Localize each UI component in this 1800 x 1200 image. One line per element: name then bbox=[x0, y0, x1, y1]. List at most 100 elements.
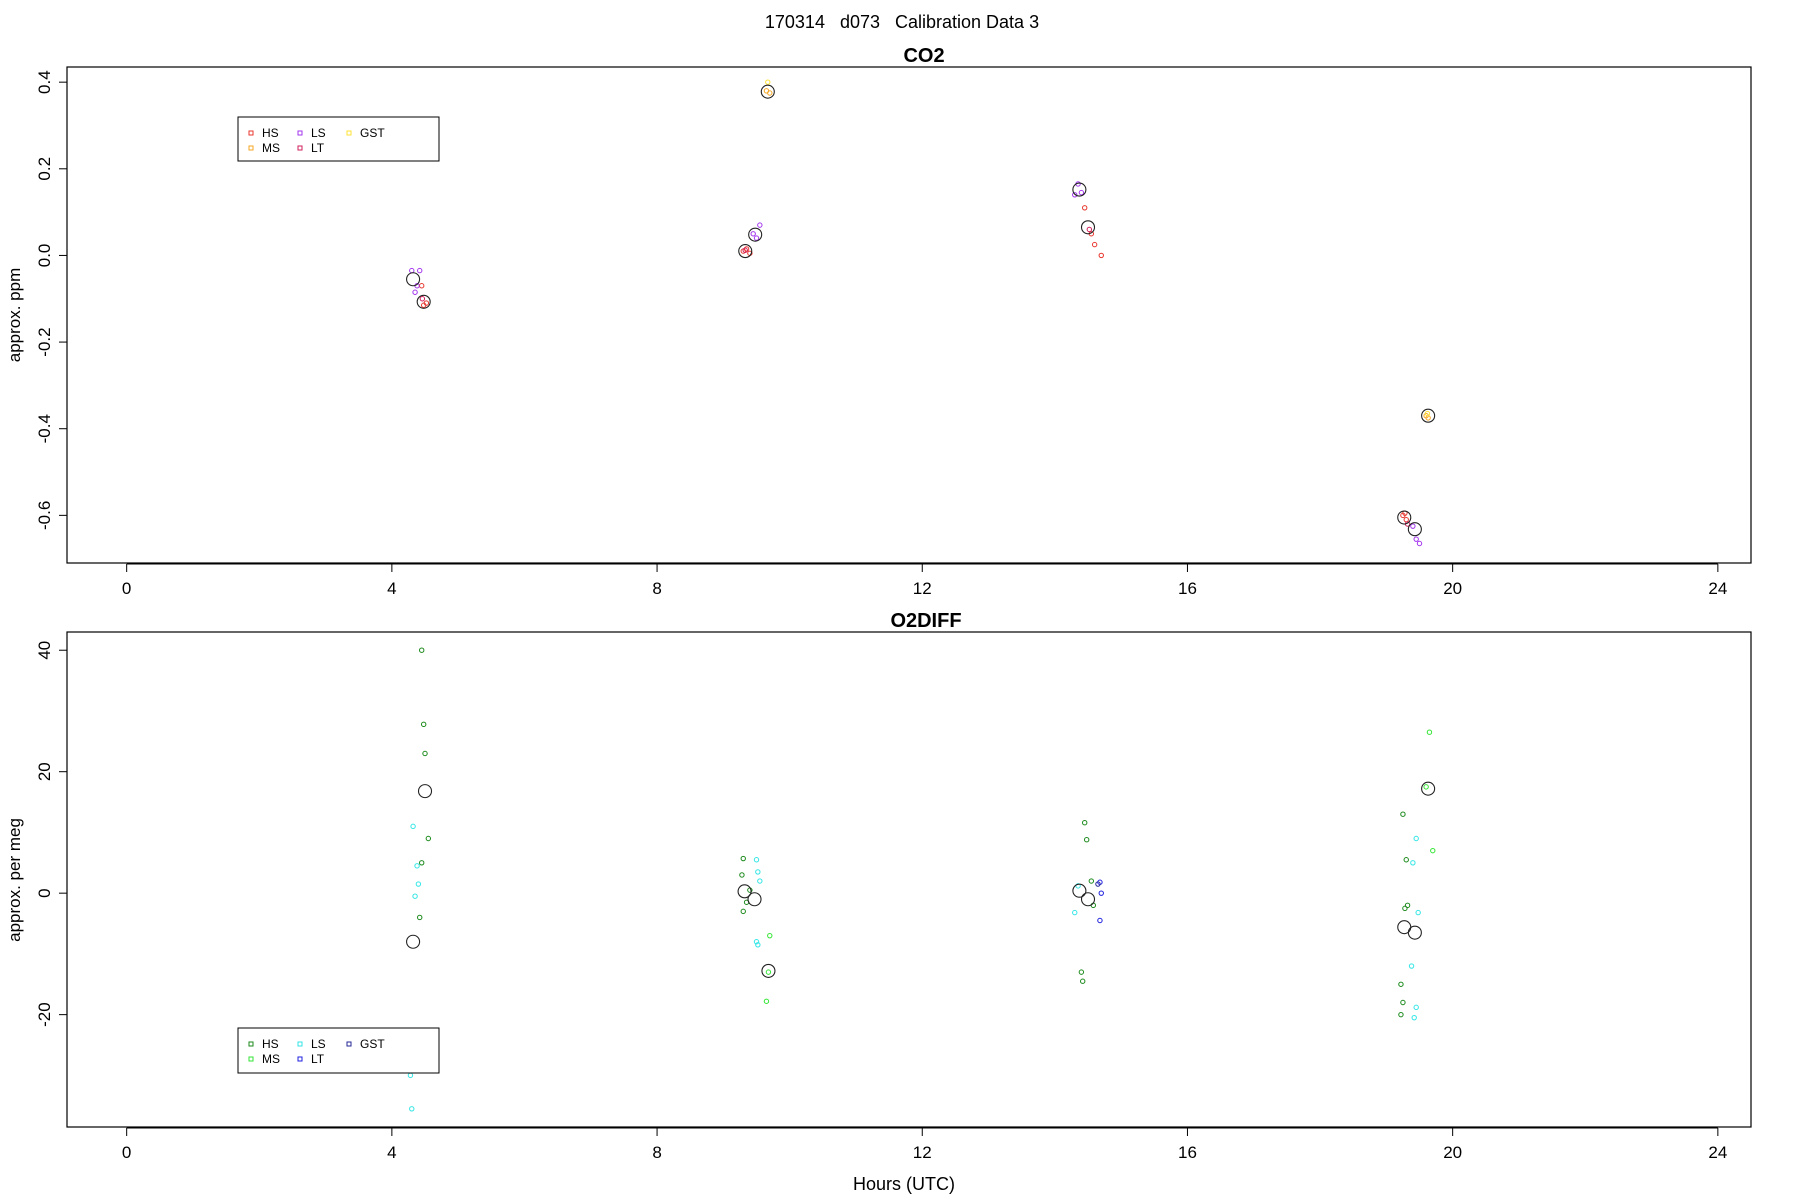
co2-x-tick-label: 8 bbox=[652, 579, 661, 598]
o2diff-x-tick-label: 12 bbox=[913, 1143, 932, 1162]
co2-plot-frame bbox=[66, 66, 1752, 564]
o2diff-point-lt bbox=[1097, 917, 1103, 924]
o2diff-x-tick-label: 20 bbox=[1443, 1143, 1462, 1162]
co2-mean-marker bbox=[1072, 182, 1087, 197]
co2-legend-swatch-lt bbox=[297, 145, 303, 151]
co2-x-tick-label: 12 bbox=[913, 579, 932, 598]
o2diff-point-ls bbox=[755, 869, 761, 875]
o2diff-mean-marker bbox=[1072, 883, 1087, 898]
o2diff-mean-marker bbox=[406, 934, 421, 949]
o2diff-y-tick-label: 20 bbox=[35, 762, 54, 781]
o2diff-point-ls bbox=[414, 863, 420, 869]
o2diff-x-tick-label: 16 bbox=[1178, 1143, 1197, 1162]
o2diff-point-ls bbox=[1410, 860, 1416, 866]
o2diff-point-hs bbox=[1398, 981, 1404, 987]
o2diff-point-hs bbox=[1083, 837, 1090, 843]
o2diff-legend-label-lt: LT bbox=[311, 1052, 325, 1066]
co2-legend-label-ls: LS bbox=[311, 126, 326, 140]
o2diff-point-hs bbox=[1400, 811, 1406, 817]
o2diff-legend-box bbox=[237, 1027, 440, 1074]
co2-mean-marker bbox=[1421, 408, 1436, 423]
co2-legend-label-gst: GST bbox=[360, 126, 385, 140]
o2diff-points bbox=[406, 647, 1436, 1112]
co2-legend-label-lt: LT bbox=[311, 141, 325, 155]
o2diff-point-hs bbox=[417, 914, 423, 921]
co2-point-ms bbox=[767, 90, 773, 96]
o2diff-point-ms bbox=[767, 932, 773, 939]
co2-x-tick-label: 4 bbox=[387, 579, 396, 598]
co2-point-hs bbox=[419, 283, 425, 289]
co2-point-hs bbox=[1091, 241, 1098, 248]
co2-point-gst bbox=[1424, 410, 1431, 417]
o2diff-point-ls bbox=[410, 823, 416, 830]
co2-point-ls bbox=[417, 267, 423, 274]
co2-x-tick-label: 24 bbox=[1708, 579, 1727, 598]
o2diff-point-ls bbox=[755, 942, 761, 948]
o2diff-point-hs bbox=[1081, 820, 1088, 826]
co2-mean-marker bbox=[1397, 510, 1412, 525]
o2diff-x-tick-label: 8 bbox=[652, 1143, 661, 1162]
co2-point-ls bbox=[757, 222, 763, 228]
co2-legend: HS MS LS LT GST bbox=[237, 116, 440, 162]
co2-y-tick-label: 0.0 bbox=[35, 244, 54, 268]
co2-legend-box bbox=[237, 116, 440, 162]
o2diff-point-hs bbox=[1398, 1011, 1404, 1018]
o2diff-legend-label-gst: GST bbox=[360, 1037, 385, 1051]
co2-legend-swatch-hs bbox=[248, 130, 254, 136]
o2diff-point-hs bbox=[1080, 978, 1086, 984]
o2diff-point-hs bbox=[420, 721, 427, 728]
o2diff-x-tick-label: 4 bbox=[387, 1143, 396, 1162]
o2diff-legend-swatch-lt bbox=[297, 1056, 303, 1062]
co2-y-tick-label: -0.2 bbox=[35, 327, 54, 356]
o2diff-point-hs bbox=[419, 860, 425, 866]
o2diff-x-tick-label: 24 bbox=[1708, 1143, 1727, 1162]
co2-mean-marker bbox=[738, 244, 753, 259]
co2-mean-marker bbox=[1080, 220, 1096, 235]
o2diff-point-gst bbox=[1095, 881, 1101, 887]
co2-point-ls bbox=[1413, 536, 1419, 542]
o2diff-x-tick-label: 0 bbox=[122, 1143, 131, 1162]
co2-y-tick-label: -0.6 bbox=[35, 501, 54, 530]
co2-legend-swatch-ls bbox=[297, 130, 303, 136]
o2diff-point-ms bbox=[1423, 784, 1429, 790]
o2diff-axes: 0 4 8 12 16 20 24 -20 0 20 40 bbox=[35, 641, 1727, 1162]
o2diff-point-ls bbox=[1072, 909, 1078, 916]
co2-mean-marker bbox=[406, 272, 421, 287]
o2diff-plot-frame bbox=[66, 631, 1752, 1128]
o2diff-y-tick-label: -20 bbox=[35, 1002, 54, 1027]
figure-suptitle: 170314 d073 Calibration Data 3 bbox=[765, 12, 1039, 32]
o2diff-point-hs bbox=[1403, 857, 1409, 863]
o2diff-point-lt bbox=[1098, 890, 1104, 896]
o2diff-point-hs bbox=[419, 647, 425, 653]
co2-legend-swatch-gst bbox=[346, 130, 352, 136]
co2-point-gst bbox=[765, 79, 771, 85]
co2-panel: CO2 approx. ppm 0 4 8 12 16 20 24-0.6-0.4-0.20… bbox=[5, 45, 1752, 598]
co2-axes: 0 4 8 12 16 20 24 -0.6 -0.4 -0.2 0.0 0.2 0.4 bbox=[35, 70, 1727, 598]
o2diff-legend-swatch-ms bbox=[248, 1056, 254, 1062]
o2diff-legend-label-ms: MS bbox=[262, 1052, 280, 1066]
co2-points bbox=[406, 79, 1436, 547]
o2diff-point-ms bbox=[765, 969, 772, 975]
o2diff-point-hs bbox=[1078, 969, 1085, 975]
o2diff-point-hs bbox=[425, 835, 432, 842]
o2diff-point-hs bbox=[740, 908, 746, 915]
co2-point-ls bbox=[1416, 540, 1423, 547]
co2-point-ls bbox=[409, 267, 415, 274]
o2diff-mean-marker bbox=[737, 884, 752, 899]
o2diff-point-hs bbox=[1402, 905, 1408, 912]
o2diff-ylabel: approx. per meg bbox=[5, 818, 24, 942]
co2-point-ls bbox=[750, 231, 756, 237]
o2diff-point-ls bbox=[415, 881, 422, 887]
co2-point-hs bbox=[1403, 516, 1409, 523]
o2diff-point-hs bbox=[1088, 878, 1095, 884]
co2-x-tick-label: 0 bbox=[122, 579, 131, 598]
co2-x-tick-label: 16 bbox=[1178, 579, 1197, 598]
co2-mean-marker bbox=[1407, 522, 1422, 537]
co2-point-ls bbox=[1072, 192, 1078, 198]
o2diff-point-ms bbox=[1430, 847, 1436, 854]
o2diff-mean-marker bbox=[1080, 892, 1096, 907]
o2diff-mean-marker bbox=[1407, 925, 1422, 940]
o2diff-point-ms bbox=[1426, 729, 1433, 735]
co2-mean-marker bbox=[416, 294, 431, 309]
o2diff-point-ms bbox=[763, 998, 770, 1004]
